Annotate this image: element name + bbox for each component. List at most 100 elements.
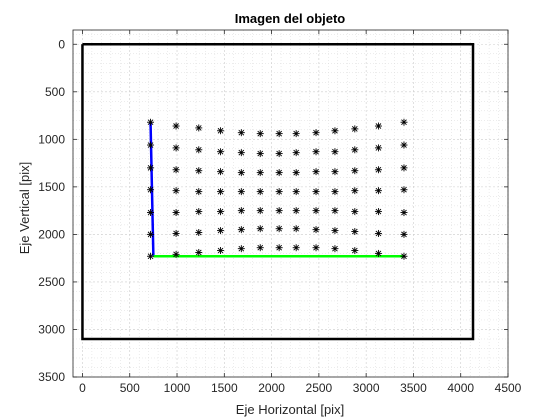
- data-point: [351, 247, 359, 255]
- data-point: [292, 169, 300, 177]
- data-point-stroke: [351, 247, 358, 254]
- y-tick-label: 500: [45, 85, 65, 99]
- data-point: [237, 129, 245, 137]
- data-point: [351, 208, 359, 216]
- data-point-stroke: [375, 123, 382, 129]
- data-point-stroke: [217, 168, 224, 175]
- data-point: [292, 149, 300, 157]
- data-point: [351, 146, 359, 154]
- data-point: [351, 187, 359, 195]
- data-point: [237, 226, 245, 234]
- data-point: [312, 226, 320, 234]
- data-point-stroke: [313, 244, 319, 251]
- minor-grid: [72, 30, 508, 377]
- data-point-stroke: [401, 119, 407, 126]
- data-point-stroke: [217, 247, 224, 254]
- data-point-stroke: [173, 145, 179, 151]
- data-point: [312, 129, 320, 137]
- data-point: [331, 188, 339, 196]
- data-point-stroke: [257, 225, 264, 232]
- data-point-stroke: [257, 130, 264, 137]
- data-point: [292, 244, 300, 252]
- y-tick-label: 3500: [38, 370, 65, 384]
- data-point: [217, 208, 225, 216]
- data-point-stroke: [375, 187, 382, 194]
- data-point-stroke: [173, 123, 179, 129]
- data-point: [172, 166, 180, 174]
- data-point-stroke: [332, 148, 338, 155]
- data-point: [374, 249, 382, 257]
- data-point: [217, 127, 225, 135]
- data-point: [147, 186, 155, 194]
- data-point-stroke: [332, 207, 338, 214]
- data-point-stroke: [375, 166, 382, 173]
- data-point-stroke: [147, 119, 154, 126]
- data-point-stroke: [332, 127, 338, 134]
- data-point: [217, 148, 225, 156]
- data-point: [400, 186, 408, 194]
- data-point-stroke: [147, 209, 154, 216]
- data-point-stroke: [147, 253, 154, 260]
- data-point: [172, 209, 180, 217]
- data-point-stroke: [332, 168, 338, 175]
- data-point-stroke: [173, 251, 179, 258]
- data-point: [374, 208, 382, 216]
- data-point: [195, 248, 203, 256]
- data-point-stroke: [217, 127, 224, 134]
- x-ticks: 0 500 1000 1500 2000 2500 3000 3500 4000 4500: [79, 30, 522, 395]
- data-point: [312, 188, 320, 196]
- x-axis-label: Eje Horizontal [pix]: [236, 402, 344, 417]
- data-point: [292, 130, 300, 138]
- data-point-stroke: [276, 244, 282, 251]
- data-point: [195, 146, 203, 154]
- data-point: [275, 150, 283, 158]
- data-point-stroke: [195, 208, 202, 215]
- data-point-stroke: [351, 208, 358, 215]
- data-point: [275, 130, 283, 138]
- data-point: [331, 245, 339, 253]
- data-point: [400, 141, 408, 149]
- data-point-stroke: [375, 208, 382, 215]
- data-point: [312, 244, 320, 252]
- data-point: [331, 148, 339, 156]
- y-tick-label: 2500: [38, 275, 65, 289]
- data-point-stroke: [276, 169, 282, 176]
- data-point: [351, 167, 359, 175]
- data-point: [256, 188, 264, 196]
- data-point-stroke: [351, 126, 358, 132]
- data-point-stroke: [238, 226, 245, 233]
- data-point: [195, 124, 203, 132]
- data-point-stroke: [351, 187, 358, 194]
- data-point: [172, 229, 180, 237]
- data-point: [312, 168, 320, 176]
- data-point-stroke: [217, 148, 224, 155]
- data-point: [217, 188, 225, 196]
- data-point-stroke: [195, 167, 202, 174]
- data-point-stroke: [195, 229, 202, 236]
- data-point: [351, 125, 359, 133]
- data-point: [374, 144, 382, 152]
- data-point: [172, 122, 180, 130]
- data-point: [195, 188, 203, 196]
- data-point: [275, 169, 283, 177]
- x-tick-label: 2500: [306, 381, 333, 395]
- data-points: [147, 118, 408, 260]
- x-tick-label: 3500: [400, 381, 427, 395]
- data-point: [256, 207, 264, 215]
- data-point: [147, 252, 155, 260]
- data-point-stroke: [147, 142, 154, 148]
- data-point: [256, 150, 264, 158]
- y-ticks: 0 500 1000 1500 2000 2500 3000 3500: [38, 37, 508, 384]
- data-point: [400, 230, 408, 238]
- data-point: [256, 169, 264, 177]
- data-point-stroke: [401, 209, 407, 216]
- data-point: [331, 227, 339, 235]
- data-point: [400, 252, 408, 260]
- data-point-stroke: [257, 244, 264, 251]
- data-point: [374, 229, 382, 237]
- x-tick-label: 4000: [447, 381, 474, 395]
- chart-title: Imagen del objeto: [235, 11, 346, 26]
- data-point: [237, 207, 245, 215]
- data-point-stroke: [257, 150, 264, 157]
